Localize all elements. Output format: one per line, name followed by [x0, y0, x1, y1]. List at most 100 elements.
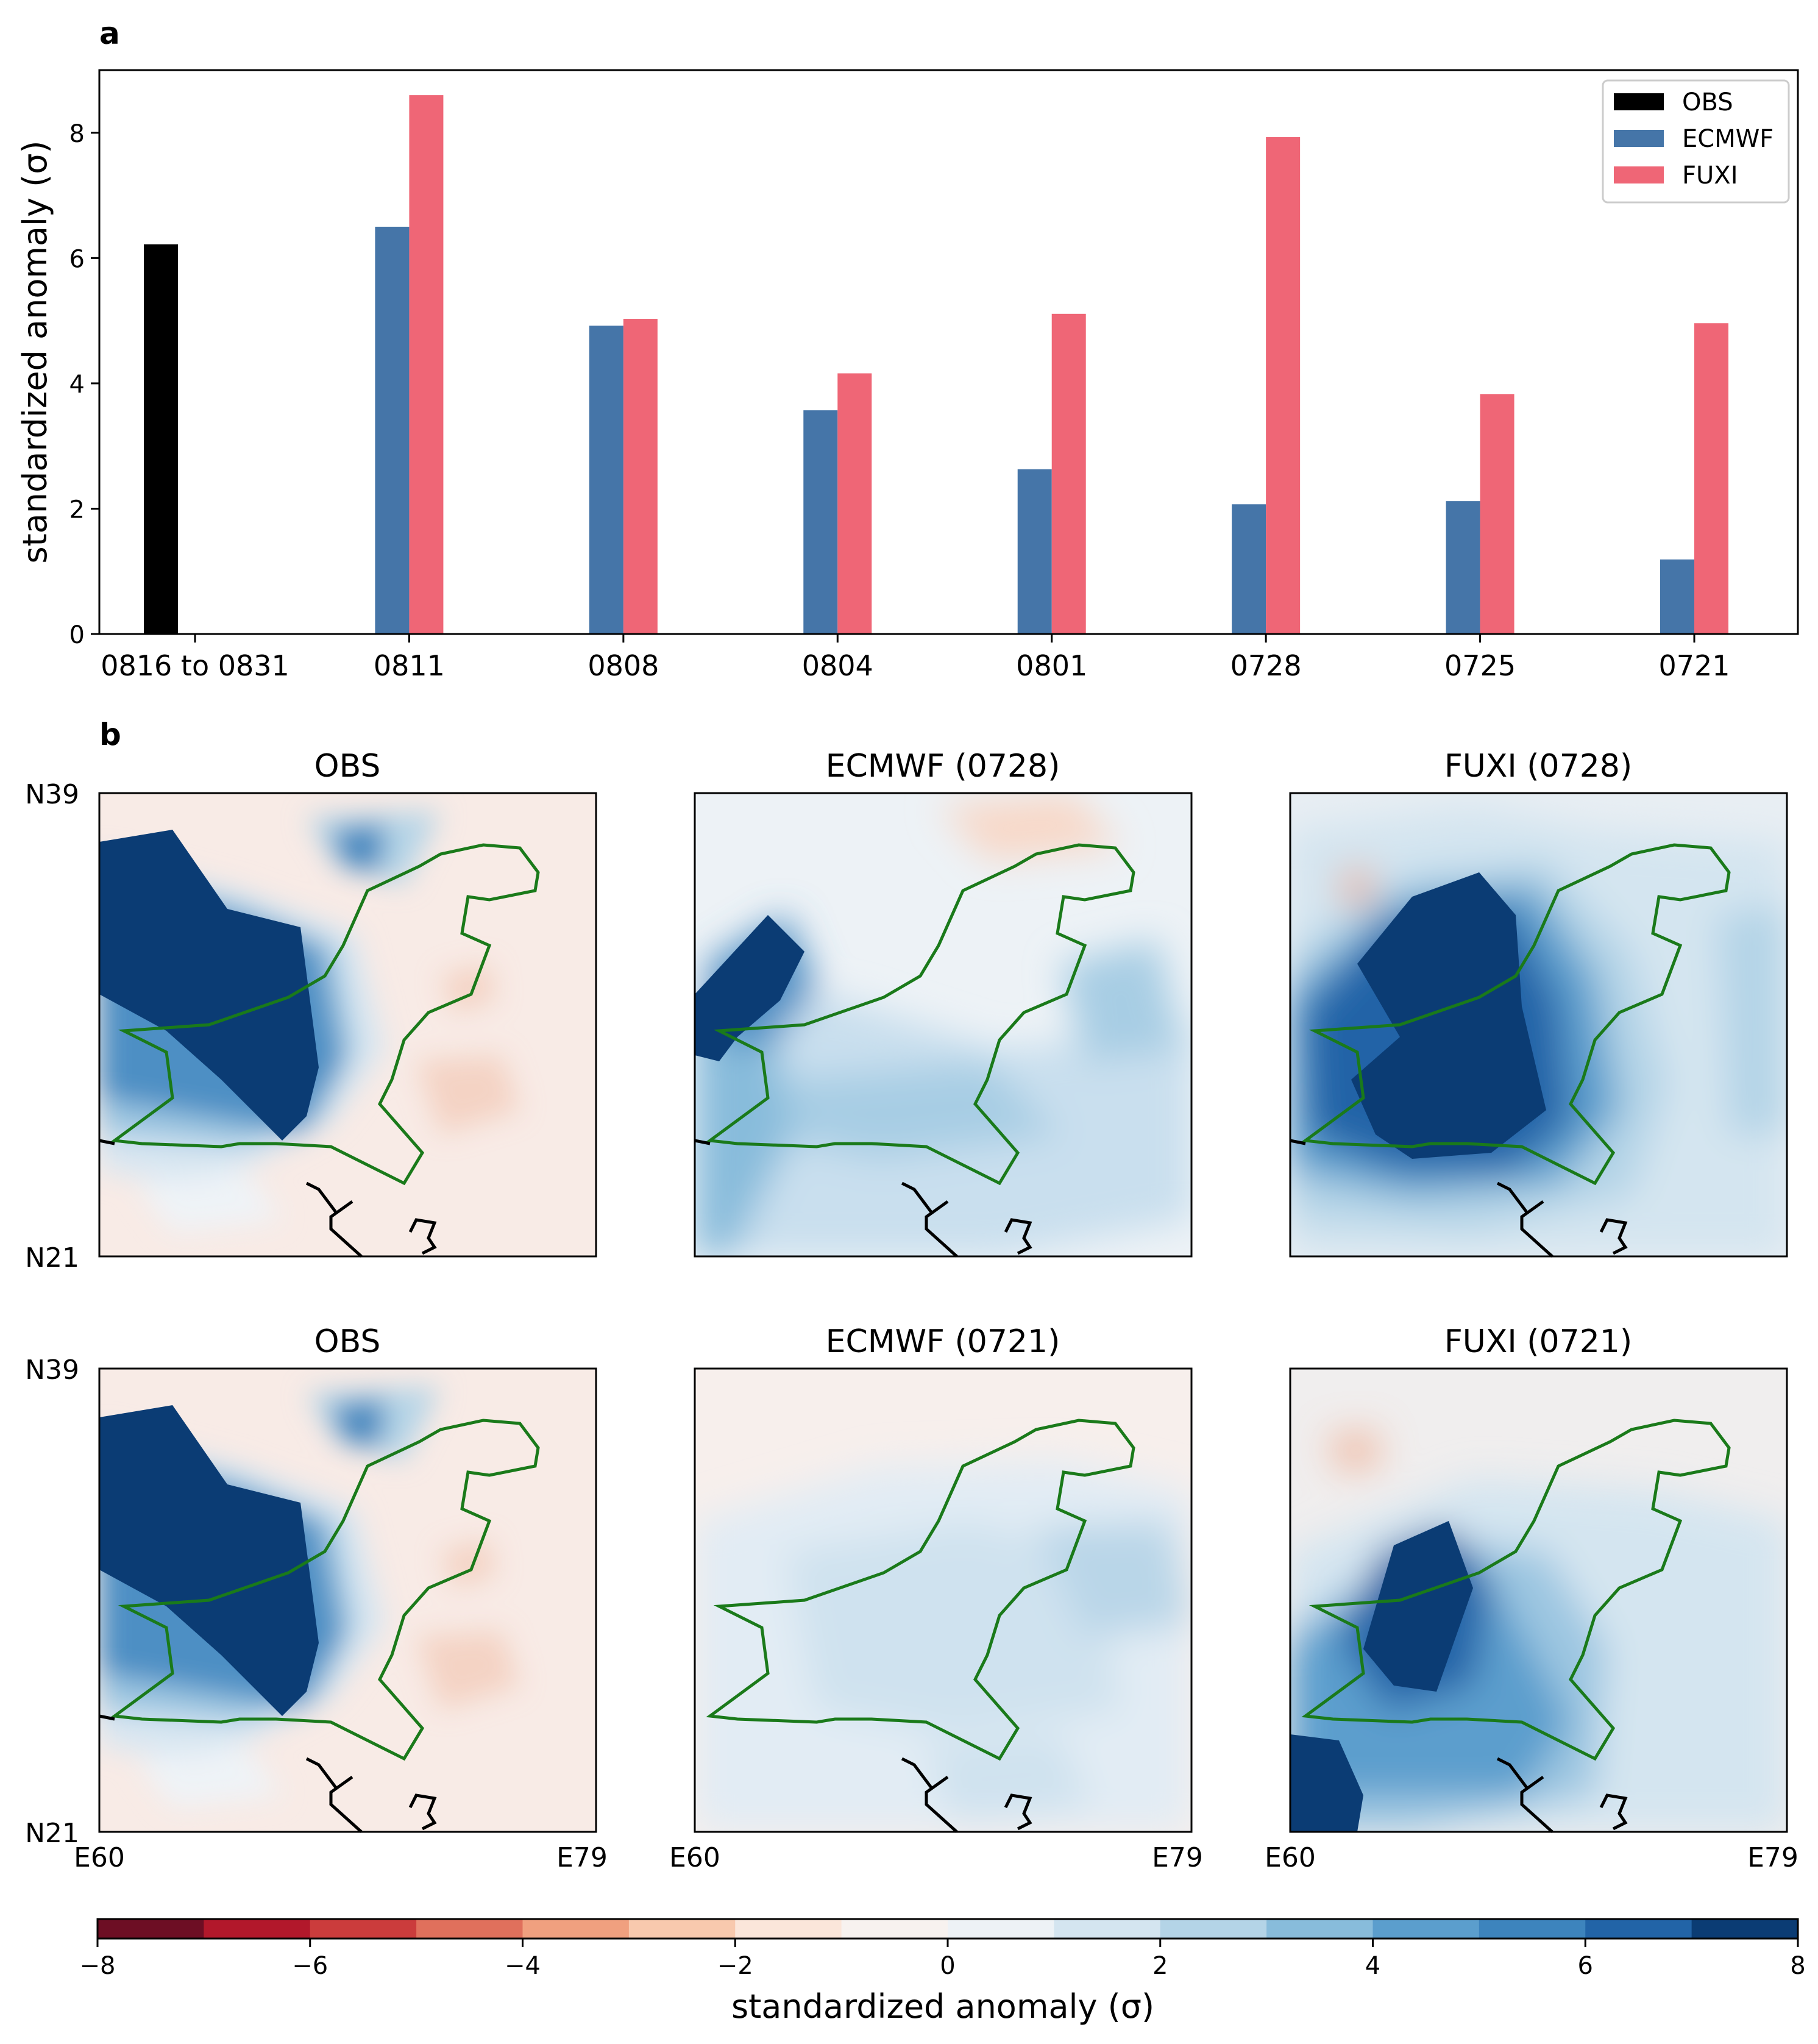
colorbar-segment — [948, 1919, 1054, 1939]
colorbar-tick-label: 4 — [1365, 1952, 1380, 1980]
lon-tick-e79-3: E79 — [1747, 1842, 1798, 1873]
y-axis-label: standardized anomaly (σ) — [16, 140, 54, 563]
bar-ecmwf — [589, 326, 623, 634]
x-tick-label: 0728 — [1230, 649, 1302, 682]
colorbar-segment — [628, 1919, 736, 1939]
map-title-5: ECMWF (0721) — [826, 1323, 1060, 1360]
bar-fuxi — [1694, 323, 1728, 634]
map-title-6: FUXI (0721) — [1444, 1323, 1632, 1360]
lat-tick-n21-bottom: N21 — [25, 1818, 79, 1849]
lon-tick-e79-2: E79 — [1152, 1842, 1203, 1873]
colorbar-tick-label: −6 — [292, 1952, 328, 1980]
coastline — [99, 1714, 437, 1833]
coastline — [694, 1139, 1032, 1258]
plot-frame — [98, 69, 1799, 635]
coastline — [1496, 1757, 1628, 1833]
bar-obs — [144, 244, 178, 634]
lon-tick-e60-3: E60 — [1265, 1842, 1316, 1873]
y-tick-label: 8 — [69, 120, 85, 148]
y-tick-label: 0 — [69, 621, 85, 649]
panel-b-label: b — [99, 717, 121, 752]
bar-ecmwf — [1017, 469, 1052, 634]
bar-ecmwf — [1446, 501, 1480, 634]
colorbar-segment — [735, 1919, 842, 1939]
bar-chart: 0 2 4 6 8 standardized anomaly (σ) 0816 to 083… — [16, 69, 1799, 682]
bar-fuxi — [1480, 394, 1514, 634]
legend-label-ecmwf: ECMWF — [1682, 125, 1774, 153]
colorbar-tick-label: −8 — [80, 1952, 116, 1980]
bar-fuxi — [623, 319, 658, 634]
x-tick-label: 0811 — [374, 649, 445, 682]
colorbar-segment — [1372, 1919, 1480, 1939]
colorbar-segment — [841, 1919, 948, 1939]
bar-ecmwf — [375, 226, 410, 634]
map-title-4: OBS — [314, 1323, 381, 1360]
pakistan-border — [706, 843, 1135, 1186]
lon-tick-e79-1: E79 — [556, 1842, 608, 1873]
bar-ecmwf — [803, 410, 838, 634]
legend-label-fuxi: FUXI — [1682, 162, 1738, 190]
bar-fuxi — [1266, 137, 1301, 634]
map-panel-ecmwf-0721 — [694, 1367, 1193, 1833]
legend: OBS ECMWF FUXI — [1602, 79, 1790, 204]
lat-tick-n21-top: N21 — [25, 1242, 79, 1273]
bar-fuxi — [409, 95, 444, 635]
coastline — [1290, 1139, 1628, 1258]
pakistan-border — [110, 843, 540, 1186]
legend-swatch-obs — [1614, 93, 1664, 110]
x-tick-label: 0816 to 0831 — [101, 649, 289, 682]
x-tick-label: 0804 — [802, 649, 873, 682]
x-tick-label: 0725 — [1444, 649, 1516, 682]
pakistan-border — [706, 1419, 1135, 1761]
bar-ecmwf — [1232, 504, 1266, 634]
lon-tick-e60-2: E60 — [669, 1842, 720, 1873]
coastline — [901, 1757, 1032, 1833]
x-tick-label: 0801 — [1016, 649, 1087, 682]
colorbar-segment — [1266, 1919, 1374, 1939]
bar-ecmwf — [1660, 559, 1694, 634]
colorbar-label: standardized anomaly (σ) — [731, 1987, 1154, 2026]
colorbar-segment — [522, 1919, 630, 1939]
y-tick-label: 4 — [69, 371, 85, 399]
bar-fuxi — [1051, 313, 1086, 634]
coastline — [99, 1139, 437, 1258]
colorbar-tick-label: 8 — [1790, 1952, 1805, 1980]
lon-tick-e60-1: E60 — [74, 1842, 125, 1873]
colorbar-segment — [1479, 1919, 1586, 1939]
map-panel-obs-bottom — [98, 1367, 597, 1833]
panel-a-label: a — [99, 16, 120, 51]
colorbar-segment — [1691, 1919, 1798, 1939]
x-tick-label: 0721 — [1658, 649, 1730, 682]
colorbar-segment — [204, 1919, 311, 1939]
map-title-1: OBS — [314, 748, 381, 785]
map-title-3: FUXI (0728) — [1444, 748, 1632, 785]
colorbar-tick-label: 0 — [940, 1952, 955, 1980]
lat-tick-n39-bottom: N39 — [25, 1355, 79, 1386]
pakistan-border — [110, 1419, 540, 1761]
colorbar-segment — [98, 1919, 204, 1939]
pakistan-border — [1301, 1419, 1731, 1761]
y-tick-label: 6 — [69, 245, 85, 273]
colorbar-tick-label: 2 — [1152, 1952, 1168, 1980]
bar-fuxi — [837, 373, 872, 634]
y-tick-label: 2 — [69, 496, 85, 524]
colorbar-tick-label: −4 — [505, 1952, 541, 1980]
colorbar-segment — [1054, 1919, 1161, 1939]
colorbar: −8 −6 −4 −2 0 2 4 6 8 — [80, 1918, 1806, 1980]
map-panel-obs-top — [98, 792, 597, 1258]
legend-swatch-fuxi — [1614, 166, 1664, 183]
colorbar-segment — [1160, 1919, 1267, 1939]
colorbar-segment — [310, 1919, 417, 1939]
map-panel-ecmwf-0728 — [694, 792, 1193, 1258]
map-panel-fuxi-0721 — [1289, 1367, 1788, 1833]
map-panel-fuxi-0728 — [1289, 792, 1788, 1258]
x-tick-label: 0808 — [588, 649, 659, 682]
colorbar-tick-label: 6 — [1578, 1952, 1593, 1980]
map-title-2: ECMWF (0728) — [826, 748, 1060, 785]
colorbar-segment — [1585, 1919, 1692, 1939]
pakistan-border — [1301, 843, 1731, 1186]
colorbar-segment — [416, 1919, 524, 1939]
lat-tick-n39-top: N39 — [25, 779, 79, 810]
legend-label-obs: OBS — [1682, 88, 1733, 116]
